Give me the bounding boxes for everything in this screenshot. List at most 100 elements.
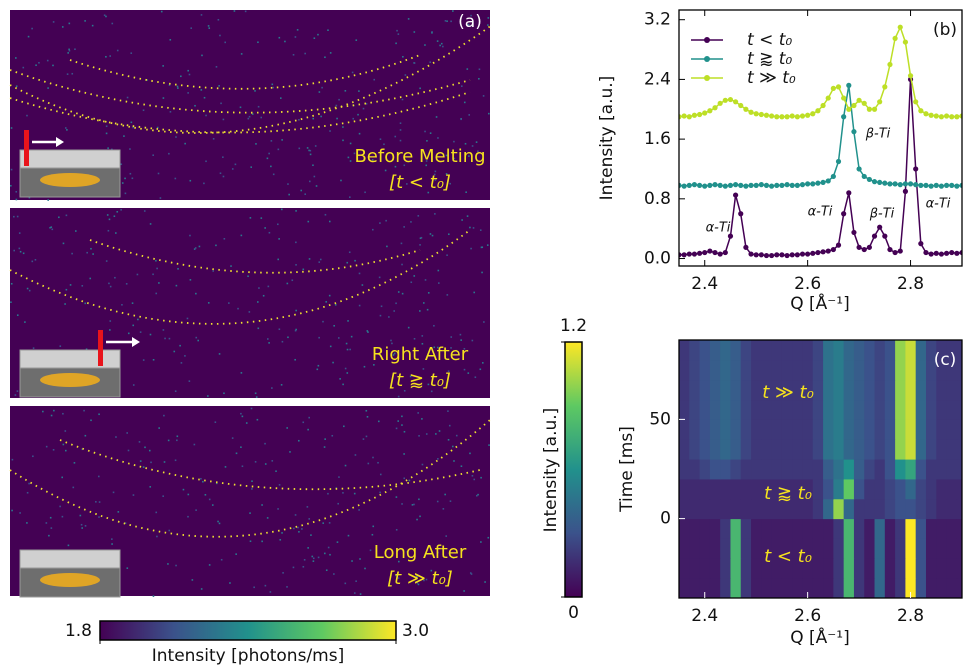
noise-dot xyxy=(463,368,466,371)
noise-dot xyxy=(318,336,320,339)
heatmap-cell xyxy=(946,518,958,539)
noise-dot xyxy=(42,410,44,413)
heatmap-cell xyxy=(699,459,711,480)
data-point xyxy=(918,108,924,114)
data-point xyxy=(866,176,872,183)
heatmap-cell xyxy=(874,578,886,598)
data-point xyxy=(918,182,924,188)
noise-dot xyxy=(223,237,226,240)
colorbar xyxy=(564,341,583,598)
heatmap-cell xyxy=(833,538,845,559)
noise-dot xyxy=(402,55,404,58)
data-point xyxy=(758,182,764,188)
heatmap-cell xyxy=(864,340,876,361)
noise-dot xyxy=(451,445,454,448)
noise-dot xyxy=(116,49,119,52)
heatmap-cell xyxy=(792,419,803,440)
noise-dot xyxy=(116,210,119,213)
heatmap-cell xyxy=(781,558,793,579)
noise-dot xyxy=(421,418,423,420)
noise-dot xyxy=(346,261,349,264)
heatmap-cell xyxy=(874,359,886,381)
peak-annotation: β-Ti xyxy=(869,207,895,222)
noise-dot xyxy=(434,179,437,181)
noise-dot xyxy=(348,251,351,254)
noise-dot xyxy=(438,282,440,284)
noise-dot xyxy=(366,415,369,418)
noise-dot xyxy=(393,310,395,312)
noise-dot xyxy=(434,170,437,173)
noise-dot xyxy=(419,515,421,518)
heatmap-cell xyxy=(802,478,814,500)
heatmap-cell xyxy=(864,518,876,539)
noise-dot xyxy=(155,292,158,295)
heatmap-cell xyxy=(853,419,865,440)
data-point xyxy=(779,114,785,120)
heatmap-cell xyxy=(895,439,906,460)
heatmap-cell xyxy=(761,419,773,440)
heatmap-cell xyxy=(761,498,773,520)
data-point xyxy=(691,251,698,257)
noise-dot xyxy=(480,476,482,479)
noise-dot xyxy=(295,210,297,212)
noise-dot xyxy=(215,482,218,485)
y-axis-label: Time [ms] xyxy=(617,426,637,513)
noise-dot xyxy=(465,191,467,194)
noise-dot xyxy=(66,129,68,131)
heatmap-cell xyxy=(833,399,845,420)
noise-dot xyxy=(155,259,157,262)
data-point xyxy=(738,211,744,217)
noise-dot xyxy=(288,193,290,196)
heatmap-cell xyxy=(689,558,701,579)
noise-dot xyxy=(321,86,323,89)
noise-dot xyxy=(132,324,135,327)
noise-dot xyxy=(219,34,221,37)
heatmap-cell xyxy=(720,340,731,361)
heatmap-cell xyxy=(679,340,690,361)
data-point xyxy=(871,106,878,112)
noise-dot xyxy=(163,414,165,417)
noise-dot xyxy=(395,302,397,305)
data-point xyxy=(738,102,744,109)
noise-dot xyxy=(332,361,334,364)
heatmap-cell xyxy=(781,340,793,361)
data-point xyxy=(727,96,734,103)
noise-dot xyxy=(156,535,158,538)
data-point xyxy=(913,182,919,188)
noise-dot xyxy=(403,477,406,480)
heatmap-cell xyxy=(730,340,742,361)
heatmap-cell xyxy=(812,558,824,579)
noise-dot xyxy=(438,430,441,432)
noise-dot xyxy=(278,328,281,331)
noise-dot xyxy=(434,213,436,215)
noise-dot xyxy=(257,41,259,44)
noise-dot xyxy=(168,84,171,86)
noise-dot xyxy=(339,378,341,380)
heatmap-cell xyxy=(843,459,855,480)
detector-image xyxy=(9,10,493,201)
heatmap-cell xyxy=(843,379,855,401)
noise-dot xyxy=(473,478,476,481)
noise-dot xyxy=(301,528,303,530)
noise-dot xyxy=(463,347,466,350)
noise-dot xyxy=(19,250,22,253)
noise-dot xyxy=(471,474,474,477)
noise-dot xyxy=(447,438,450,441)
noise-dot xyxy=(18,247,21,250)
heatmap-cell xyxy=(833,359,845,381)
heatmap-cell xyxy=(843,478,855,500)
noise-dot xyxy=(81,527,84,529)
heatmap-cell xyxy=(864,578,876,598)
noise-dot xyxy=(322,522,325,524)
heatmap-cell xyxy=(843,558,855,579)
noise-dot xyxy=(208,498,211,501)
data-point xyxy=(897,182,903,188)
noise-dot xyxy=(215,244,217,247)
heatmap-cell xyxy=(915,538,927,559)
heatmap-cell xyxy=(740,538,752,559)
legend-marker xyxy=(704,56,710,62)
inset-melt-pool xyxy=(40,573,100,587)
noise-dot xyxy=(347,320,349,322)
heatmap-cell xyxy=(751,498,762,520)
noise-dot xyxy=(287,183,289,185)
